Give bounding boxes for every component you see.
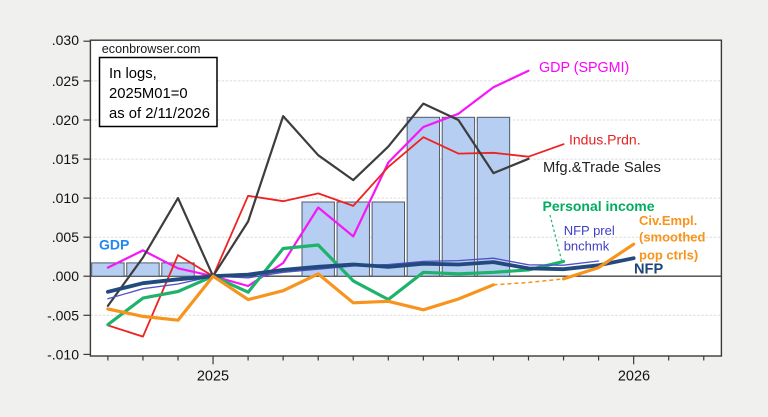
- svg-text:(smoothed: (smoothed: [639, 230, 706, 245]
- svg-text:2025M01=0: 2025M01=0: [109, 86, 188, 102]
- svg-text:NFP: NFP: [634, 262, 663, 278]
- svg-text:.030: .030: [52, 32, 79, 48]
- svg-text:2026: 2026: [618, 368, 650, 384]
- svg-text:.025: .025: [52, 73, 79, 89]
- svg-text:Personal income: Personal income: [543, 198, 655, 214]
- svg-text:GDP: GDP: [99, 237, 129, 253]
- svg-text:econbrowser.com: econbrowser.com: [102, 42, 201, 56]
- svg-text:.020: .020: [52, 112, 79, 128]
- svg-text:.010: .010: [52, 190, 79, 206]
- svg-text:pop ctrls): pop ctrls): [639, 247, 698, 262]
- svg-text:.000: .000: [52, 268, 79, 284]
- svg-text:Indus.Prdn.: Indus.Prdn.: [569, 131, 641, 147]
- svg-text:bnchmk: bnchmk: [564, 239, 610, 254]
- svg-text:as of 2/11/2026: as of 2/11/2026: [109, 106, 210, 122]
- svg-text:2025: 2025: [197, 368, 229, 384]
- svg-text:-.010: -.010: [47, 346, 79, 362]
- svg-text:.015: .015: [52, 151, 79, 167]
- svg-text:Mfg.&Trade Sales: Mfg.&Trade Sales: [543, 160, 661, 176]
- svg-text:.005: .005: [52, 229, 79, 245]
- svg-text:NFP prel: NFP prel: [564, 223, 615, 238]
- svg-text:In logs,: In logs,: [109, 66, 157, 82]
- svg-text:-.005: -.005: [47, 307, 79, 323]
- svg-text:GDP (SPGMI): GDP (SPGMI): [539, 60, 629, 76]
- svg-text:Civ.Empl.: Civ.Empl.: [639, 213, 697, 228]
